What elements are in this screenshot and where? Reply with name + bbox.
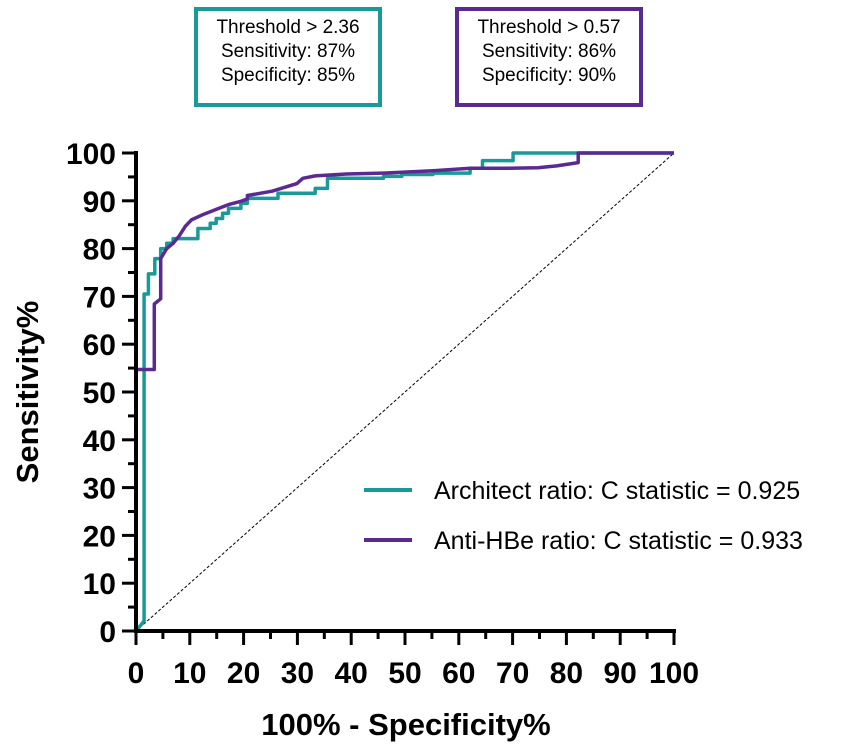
legend-label-architect: Architect ratio: C statistic = 0.925 xyxy=(434,477,800,505)
x-tick-label: 10 xyxy=(173,657,206,690)
x-tick-label: 90 xyxy=(604,657,637,690)
y-tick-label: 60 xyxy=(83,329,116,362)
legend: Architect ratio: C statistic = 0.925 Ant… xyxy=(364,477,803,555)
x-tick-label: 0 xyxy=(128,657,145,690)
annotation-threshold: Threshold > 0.57 xyxy=(477,17,621,38)
annotation-threshold: Threshold > 2.36 xyxy=(216,17,360,38)
x-tick-label: 20 xyxy=(227,657,260,690)
y-tick-label: 50 xyxy=(83,377,116,410)
x-tick-label: 30 xyxy=(281,657,314,690)
series-layer xyxy=(134,151,674,633)
x-tick-label: 50 xyxy=(388,657,421,690)
y-tick-label: 100 xyxy=(66,138,116,171)
roc-curve-antihbe xyxy=(134,151,674,631)
y-tick-label: 80 xyxy=(83,234,116,267)
x-axis-title: 100% - Specificity% xyxy=(261,707,550,742)
annotation-specificity: Specificity: 90% xyxy=(481,65,617,86)
annotation-specificity: Specificity: 85% xyxy=(220,65,356,86)
x-tick-label: 70 xyxy=(496,657,529,690)
y-tick-label: 20 xyxy=(83,520,116,553)
x-tick-label: 100 xyxy=(649,657,699,690)
x-tick-label: 80 xyxy=(550,657,583,690)
threshold-annotation-architect: Threshold > 2.36 Sensitivity: 87% Specif… xyxy=(194,7,382,107)
axes-layer xyxy=(122,151,676,645)
x-tick-label: 40 xyxy=(335,657,368,690)
tick-labels-layer: 0 10 20 30 40 50 60 70 80 90 100 0 10 20 30 40 50 60 70 80 9… xyxy=(66,138,699,690)
x-tick-label: 60 xyxy=(442,657,475,690)
y-tick-label: 40 xyxy=(83,425,116,458)
y-tick-label: 10 xyxy=(83,568,116,601)
y-axis-title: Sensitivity% xyxy=(10,301,45,484)
y-tick-label: 90 xyxy=(83,186,116,219)
y-tick-label: 30 xyxy=(83,473,116,506)
y-tick-label: 0 xyxy=(99,616,116,649)
annotation-sensitivity: Sensitivity: 86% xyxy=(481,41,617,62)
threshold-annotation-antihbe: Threshold > 0.57 Sensitivity: 86% Specif… xyxy=(455,7,643,107)
legend-label-antihbe: Anti-HBe ratio: C statistic = 0.933 xyxy=(434,527,803,555)
annotation-sensitivity: Sensitivity: 87% xyxy=(220,41,356,62)
roc-curve-architect xyxy=(134,151,674,633)
y-tick-label: 70 xyxy=(83,281,116,314)
